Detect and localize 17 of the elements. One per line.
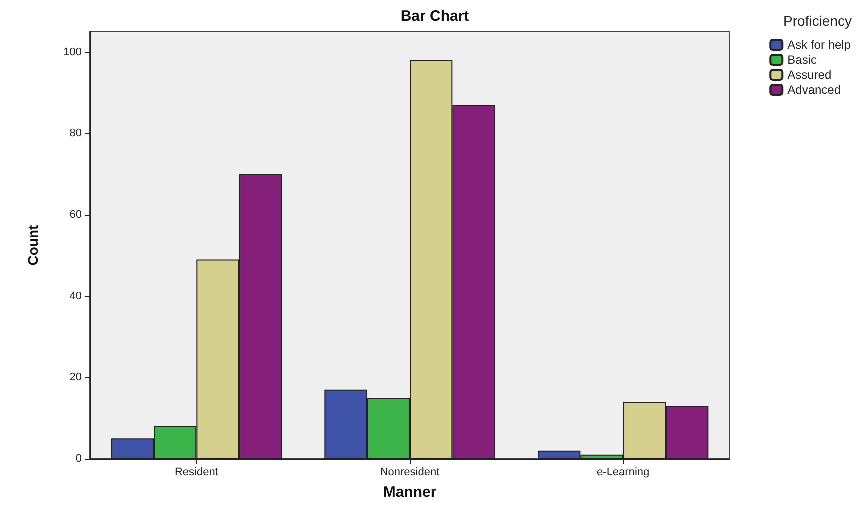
x-tick-label: Nonresident (380, 466, 440, 478)
y-tick-label: 80 (70, 128, 82, 140)
y-tick-label: 20 (70, 372, 82, 384)
chart-title: Bar Chart (400, 8, 470, 25)
y-tick-label: 100 (64, 46, 82, 58)
x-tick-label: e-Learning (597, 466, 650, 478)
legend-label: Assured (788, 68, 832, 82)
x-axis-title: Manner (383, 484, 437, 501)
y-tick-label: 60 (70, 209, 82, 221)
y-tick-label: 0 (76, 453, 82, 465)
y-tick-label: 40 (70, 290, 82, 302)
legend-label: Basic (788, 53, 817, 67)
legend-label: Advanced (788, 83, 842, 97)
x-tick-label: Resident (174, 466, 218, 478)
legend-title: Proficiency (784, 13, 852, 29)
legend-label: Ask for help (788, 38, 852, 52)
y-axis-title: Count (25, 224, 41, 266)
